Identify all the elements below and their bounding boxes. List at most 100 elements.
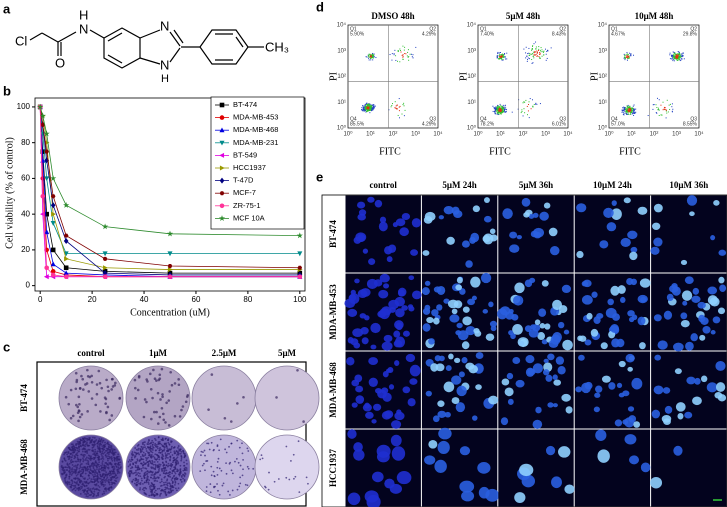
marker [63, 251, 69, 257]
colony-dot [69, 416, 73, 420]
chemical-structure [29, 27, 264, 69]
nucleus [361, 337, 369, 345]
colony-dot [138, 482, 140, 485]
plot-title: DMSO 48h [371, 11, 414, 21]
colony-dot [80, 475, 83, 477]
colony-dot [136, 388, 140, 392]
colony-dot [103, 477, 105, 479]
nucleus [611, 208, 622, 220]
event-dot [680, 56, 682, 58]
colony-dot [151, 485, 153, 488]
colony-dot [161, 393, 164, 396]
x-tick-label: 80 [243, 295, 252, 304]
nucleus [691, 295, 701, 303]
colony-dot [209, 491, 212, 494]
colony-dot [100, 469, 103, 472]
nucleus [545, 445, 556, 456]
colony-dot [167, 464, 170, 467]
event-dot [397, 51, 399, 53]
colony-dot [79, 441, 82, 443]
colony-dot [93, 462, 96, 465]
colony-dot [95, 484, 97, 487]
colony-dot [148, 438, 150, 441]
event-dot [369, 109, 371, 111]
marker [102, 270, 108, 277]
nucleus [718, 276, 725, 284]
colony-dot [247, 450, 250, 452]
colony-dot [76, 457, 79, 459]
event-dot [370, 56, 372, 58]
nucleus [394, 360, 400, 366]
event-dot [630, 110, 632, 112]
event-dot [367, 110, 369, 112]
colony-dot [77, 450, 80, 453]
nucleus [640, 462, 651, 473]
event-dot [622, 110, 624, 112]
y-tick-label: 10³ [598, 48, 607, 54]
event-dot [498, 113, 500, 115]
colony-dot [141, 488, 144, 491]
y-tick-label: 10¹ [598, 100, 607, 106]
event-dot [415, 46, 417, 48]
colony-dot [133, 456, 136, 459]
event-dot [630, 111, 632, 113]
colony-dot [88, 448, 91, 451]
colony-dot [183, 456, 186, 459]
event-dot [372, 107, 374, 109]
event-dot [402, 45, 404, 47]
quadrant-name: Q3 [429, 116, 436, 122]
colony-dot [75, 442, 78, 445]
x-tick-label: 10⁴ [433, 131, 443, 138]
colony-dot [148, 479, 151, 482]
colony-dot [136, 468, 139, 471]
nucleus [715, 360, 726, 371]
column-label: 10μM 36h [669, 180, 708, 190]
legend-marker [219, 191, 225, 196]
colony-dot [111, 451, 114, 454]
event-dot [624, 56, 626, 58]
legend-label: BT-474 [233, 100, 257, 109]
event-dot [678, 58, 680, 60]
colony-dot [92, 450, 95, 453]
colony-dot [167, 438, 170, 441]
event-dot [495, 109, 497, 111]
colony-dot [204, 454, 206, 457]
colony-dot [236, 488, 239, 491]
nucleus [545, 374, 553, 382]
nucleus [565, 406, 573, 414]
colony-dot [102, 485, 105, 488]
column-label: 10μM 24h [593, 180, 632, 190]
event-dot [669, 58, 671, 60]
event-dot [366, 104, 368, 106]
colony-dot [105, 410, 108, 414]
nucleus [482, 309, 489, 314]
colony-dot [77, 463, 79, 466]
colony-dot [107, 457, 109, 460]
colony-dot [161, 438, 164, 441]
nucleus [451, 397, 460, 405]
nucleus [628, 415, 637, 423]
nuclei [424, 427, 500, 502]
event-dot [672, 57, 674, 59]
nucleus [512, 324, 523, 335]
colony-dot [102, 472, 105, 475]
event-dot [494, 113, 496, 115]
nucleus [433, 317, 440, 325]
nucleus [686, 376, 696, 385]
event-dot [401, 54, 403, 56]
colony-dot [210, 474, 213, 477]
y-tick-label: 10² [467, 74, 476, 80]
event-dot [660, 114, 662, 116]
colony-dot [118, 467, 121, 470]
colony-dot [130, 467, 132, 470]
event-dot [673, 54, 675, 56]
quadrant-value: 8.43% [552, 31, 567, 37]
marker [297, 274, 303, 280]
colony-dot [93, 490, 96, 493]
event-dot [371, 106, 373, 108]
atom-label: Cl [15, 33, 27, 48]
event-dot [371, 55, 373, 57]
atom-label: N [160, 57, 169, 72]
nucleus [627, 310, 635, 317]
event-dot [535, 102, 537, 104]
